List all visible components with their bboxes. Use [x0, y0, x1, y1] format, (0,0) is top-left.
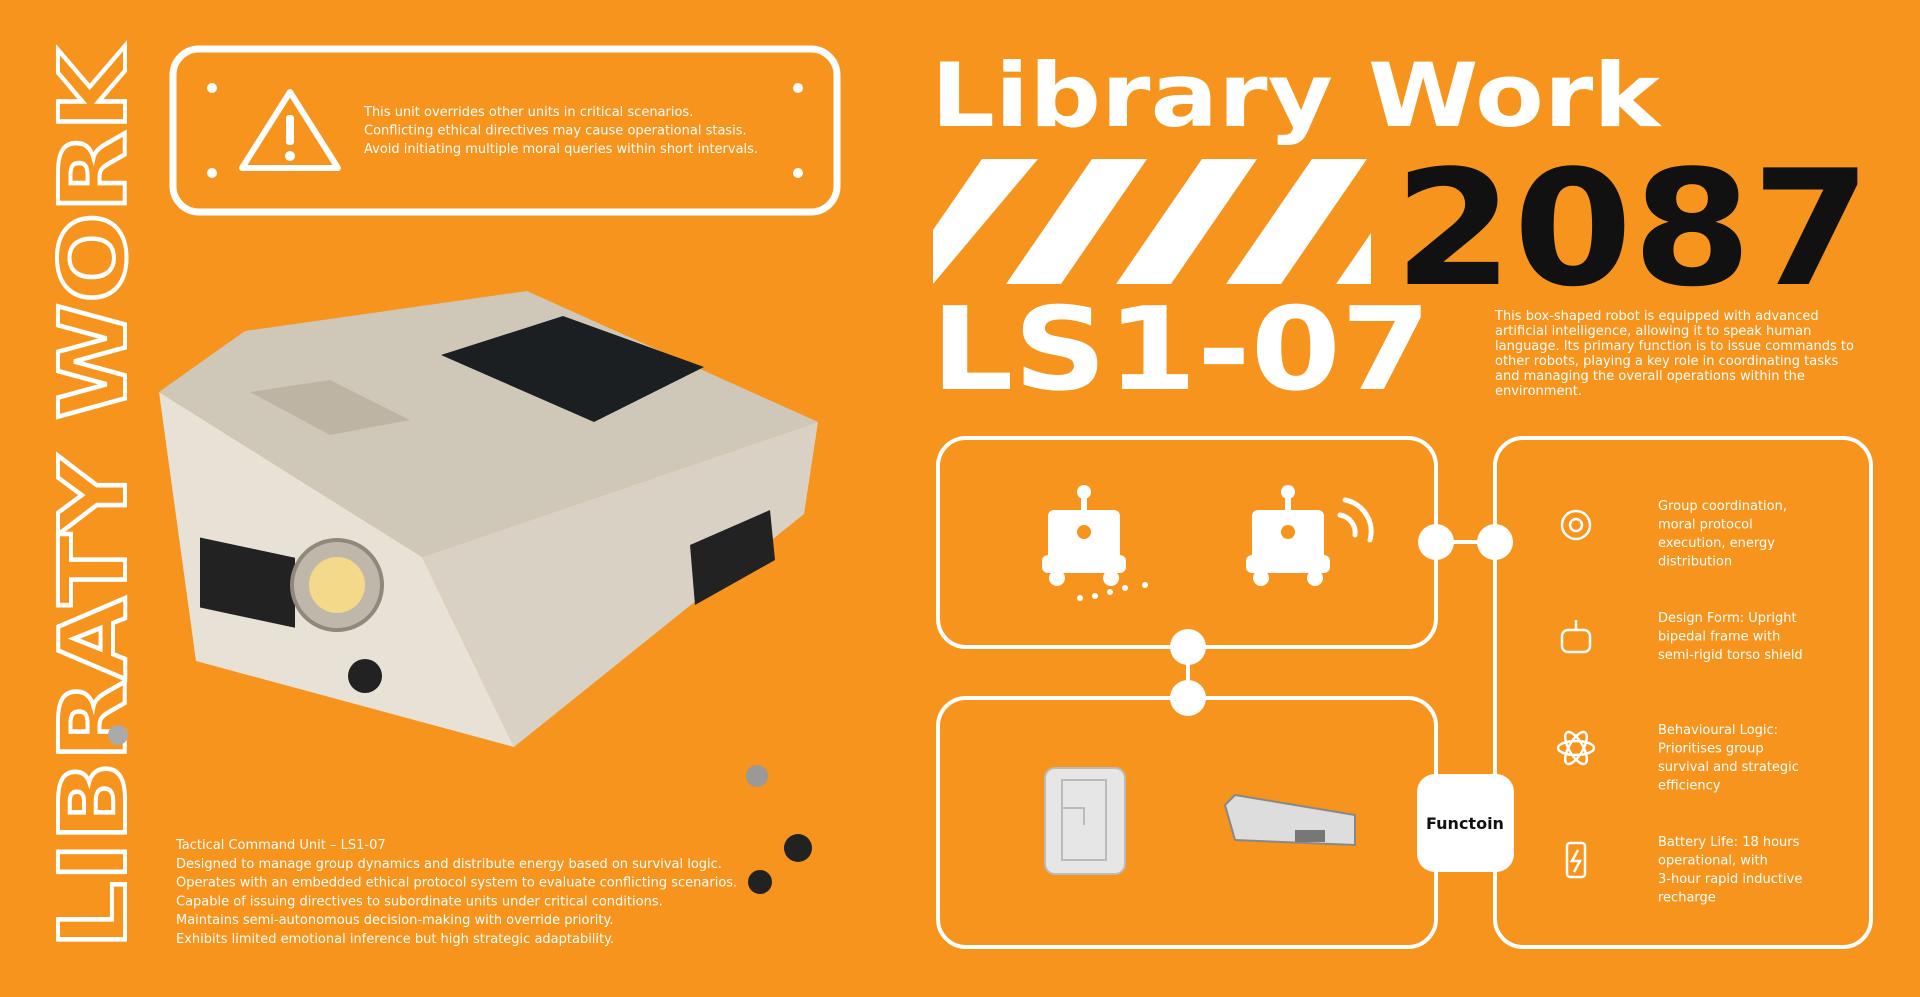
- description-line: This box-shaped robot is equipped with a…: [1494, 309, 1819, 324]
- spec-line: Designed to manage group dynamics and di…: [176, 857, 722, 872]
- spec-line: Exhibits limited emotional inference but…: [176, 932, 614, 947]
- robot-icons: [1042, 485, 1374, 601]
- feature-line: operational, with: [1658, 854, 1768, 869]
- description-line: artificial intelligence, allowing it to …: [1495, 324, 1811, 339]
- warning-text: This unit overrides other units in criti…: [363, 105, 758, 157]
- warning-line: Avoid initiating multiple moral queries …: [364, 142, 758, 157]
- function-box: [1417, 774, 1514, 872]
- function-label: Functoin: [1426, 814, 1504, 833]
- warning-line: Conflicting ethical directives may cause…: [364, 124, 747, 139]
- year: 2087: [1394, 135, 1871, 322]
- connectors: [1170, 524, 1513, 716]
- feature-line: survival and strategic: [1658, 760, 1799, 775]
- feature-line: distribution: [1658, 555, 1732, 570]
- feature-line: execution, energy: [1658, 536, 1775, 551]
- spec-line: Operates with an embedded ethical protoc…: [176, 876, 737, 891]
- stripes: [933, 159, 1371, 284]
- model: LS1-07: [931, 283, 1431, 417]
- spec-line: Tactical Command Unit – LS1-07: [175, 838, 386, 853]
- feature-icons: [1556, 509, 1596, 879]
- spec-text: Tactical Command Unit – LS1-07 Designed t…: [175, 838, 737, 947]
- feature-line: bipedal frame with: [1658, 630, 1780, 645]
- robot-illustration: [108, 291, 818, 894]
- description: This box-shaped robot is equipped with a…: [1494, 309, 1854, 399]
- feature-line: Design Form: Upright: [1658, 611, 1797, 626]
- title: Library Work: [931, 44, 1663, 147]
- spec-line: Capable of issuing directives to subordi…: [176, 894, 663, 909]
- feature-line: recharge: [1658, 891, 1716, 906]
- feature-line: efficiency: [1658, 779, 1721, 794]
- sidebar-title: LIBRATY WORK: [40, 45, 147, 949]
- feature-line: moral protocol: [1658, 518, 1753, 533]
- feature-line: Prioritises group: [1658, 742, 1764, 757]
- warning-box: [169, 45, 841, 216]
- feature-line: semi-rigid torso shield: [1658, 648, 1803, 663]
- description-line: other robots, playing a key role in coor…: [1495, 354, 1839, 369]
- feature-line: Battery Life: 18 hours: [1658, 835, 1800, 850]
- spec-line: Maintains semi-autonomous decision-makin…: [176, 913, 613, 928]
- description-line: environment.: [1495, 384, 1582, 399]
- feature-line: Behavioural Logic:: [1658, 723, 1778, 738]
- warning-line: This unit overrides other units in criti…: [363, 105, 693, 120]
- features: Group coordination, moral protocol executi…: [1658, 499, 1803, 906]
- feature-line: 3-hour rapid inductive: [1658, 872, 1802, 887]
- device-images: [1044, 767, 1356, 875]
- feature-line: Group coordination,: [1658, 499, 1787, 514]
- description-line: and managing the overall operations with…: [1495, 369, 1805, 384]
- description-line: language. Its primary function is to iss…: [1495, 339, 1854, 354]
